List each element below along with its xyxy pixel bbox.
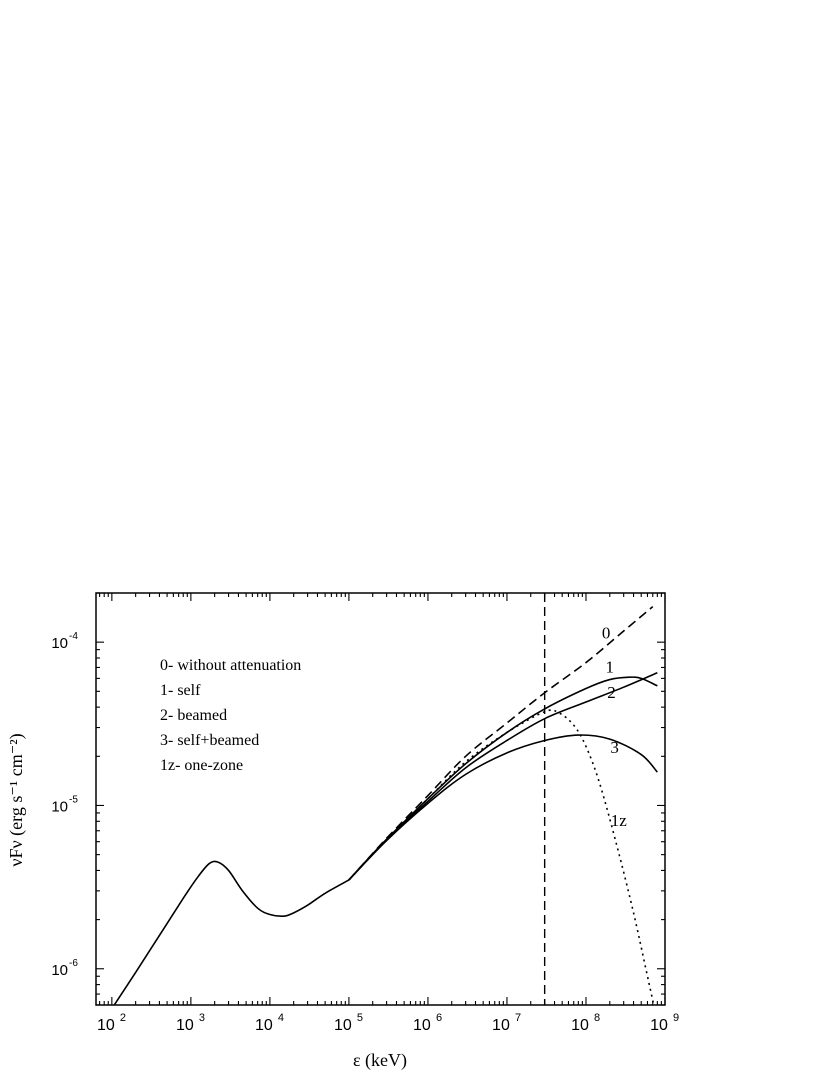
legend-entry: 1- self (160, 682, 201, 699)
axis-ticks (96, 592, 666, 1006)
tick-labels: 10 2 10 3 10 4 10 5 10 6 10 7 10 8 10 910 -610 -510 -4 (51, 631, 679, 1034)
series-line-1 (348, 676, 658, 881)
curve-label: 2 (607, 683, 616, 702)
legend-entry: 3- self+beamed (160, 732, 259, 749)
x-tick-exponent: 4 (278, 1012, 284, 1024)
x-tick-exponent: 7 (515, 1012, 521, 1024)
x-axis-label: ε (keV) (353, 1050, 407, 1071)
x-tick-exponent: 9 (673, 1012, 679, 1024)
y-axis-label: νFν (erg s⁻¹ cm⁻²) (6, 733, 27, 866)
plot-frame (95, 592, 666, 1006)
y-tick-label: 10 (51, 635, 68, 652)
x-tick-label: 10 (334, 1017, 352, 1034)
curve-label: 3 (610, 738, 619, 757)
plot-border (95, 592, 666, 1006)
curve-label: 1 (606, 658, 615, 677)
x-tick-label: 10 (492, 1017, 510, 1034)
legend-entry: 1z- one-zone (160, 757, 243, 774)
y-tick-label: 10 (51, 962, 68, 979)
curve-label: 0 (602, 624, 611, 643)
curve-label: 1z (611, 811, 628, 830)
y-tick-label: 10 (51, 798, 68, 815)
y-tick-exponent: -6 (69, 958, 78, 969)
series-line-1z (348, 709, 655, 1005)
x-tick-exponent: 6 (436, 1012, 442, 1024)
curve-labels: 0 1 2 3 1z (602, 624, 627, 830)
x-tick-label: 10 (571, 1017, 589, 1034)
legend-entry: 0- without attenuation (160, 657, 301, 674)
x-tick-exponent: 5 (357, 1012, 363, 1024)
y-tick-exponent: -5 (69, 794, 78, 805)
series-line-common (113, 860, 350, 1005)
x-tick-label: 10 (650, 1017, 668, 1034)
series-line-3 (348, 734, 658, 881)
legend-entry: 2- beamed (160, 707, 227, 724)
x-tick-exponent: 8 (594, 1012, 600, 1024)
series-line-2 (348, 671, 658, 881)
x-tick-exponent: 3 (199, 1012, 205, 1024)
series-line-0 (348, 606, 654, 881)
series-layer (113, 593, 658, 1005)
x-tick-exponent: 2 (120, 1012, 126, 1024)
x-tick-label: 10 (413, 1017, 431, 1034)
x-tick-label: 10 (255, 1017, 273, 1034)
legend: 0- without attenuation 1- self 2- beamed… (160, 657, 301, 774)
x-tick-label: 10 (97, 1017, 115, 1034)
y-tick-exponent: -4 (69, 631, 78, 642)
x-tick-label: 10 (176, 1017, 194, 1034)
